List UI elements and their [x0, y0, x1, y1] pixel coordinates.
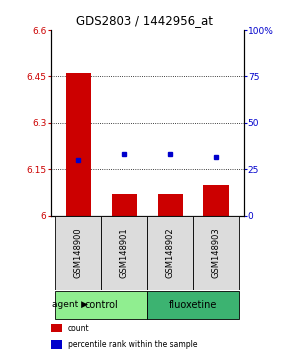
Bar: [55, 216, 101, 290]
Bar: [193, 216, 239, 290]
Bar: [203, 185, 229, 216]
Text: count: count: [68, 324, 90, 333]
Bar: [147, 291, 239, 319]
Bar: [51, 340, 62, 349]
Text: control: control: [84, 300, 118, 310]
Text: percentile rank within the sample: percentile rank within the sample: [68, 341, 197, 349]
Text: fluoxetine: fluoxetine: [169, 300, 217, 310]
Bar: [51, 324, 62, 332]
Bar: [66, 73, 91, 216]
Bar: [55, 291, 147, 319]
Text: GSM148901: GSM148901: [120, 227, 129, 278]
Bar: [147, 216, 193, 290]
Text: GSM148902: GSM148902: [166, 227, 175, 278]
Bar: [101, 216, 147, 290]
Bar: [112, 194, 137, 216]
Text: GDS2803 / 1442956_at: GDS2803 / 1442956_at: [77, 13, 213, 27]
Text: GSM148900: GSM148900: [74, 227, 83, 278]
Bar: [157, 194, 183, 216]
Text: agent ▶: agent ▶: [52, 301, 88, 309]
Text: GSM148903: GSM148903: [211, 227, 221, 278]
